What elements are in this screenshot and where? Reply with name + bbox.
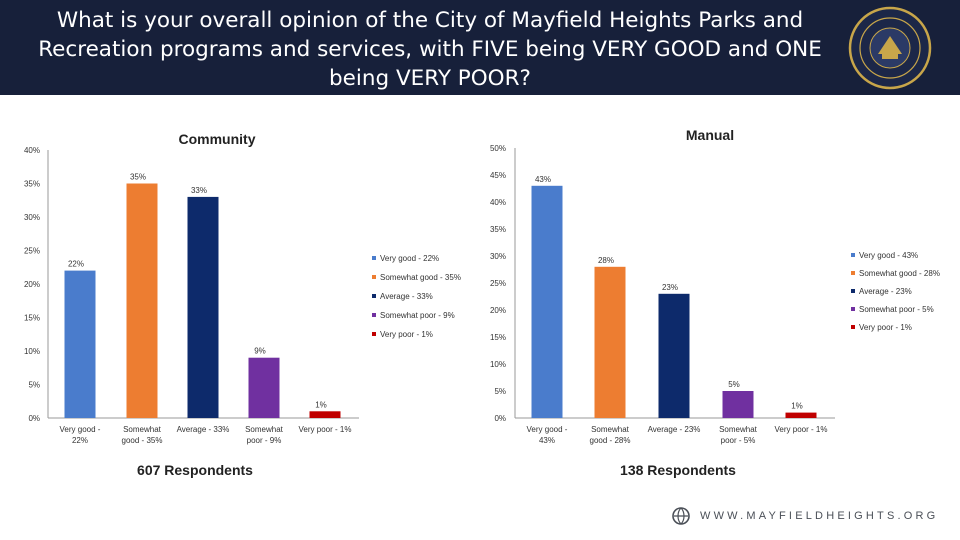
category-label: Very poor - 1%: [299, 425, 352, 434]
bar: [722, 391, 754, 418]
legend-entry: Very good - 43%: [859, 251, 918, 260]
legend-entry: Somewhat good - 35%: [380, 273, 461, 282]
legend-entry: Average - 23%: [859, 287, 912, 296]
header-bar: What is your overall opinion of the City…: [0, 0, 960, 95]
data-label: 22%: [68, 260, 84, 269]
legend-entry: Average - 33%: [380, 292, 433, 301]
category-label: Very poor - 1%: [775, 425, 828, 434]
y-tick-label: 20%: [24, 280, 40, 289]
y-tick-label: 35%: [490, 225, 506, 234]
data-label: 5%: [728, 380, 740, 389]
legend-swatch: [851, 325, 855, 329]
chart-title: Manual: [686, 127, 734, 143]
category-label: Average - 23%: [648, 425, 701, 434]
y-tick-label: 0%: [28, 414, 40, 423]
y-tick-label: 20%: [490, 306, 506, 315]
legend-swatch: [372, 313, 376, 317]
legend-entry: Somewhat poor - 5%: [859, 305, 934, 314]
bar: [594, 266, 626, 418]
page-title: What is your overall opinion of the City…: [38, 8, 822, 91]
y-tick-label: 30%: [24, 213, 40, 222]
y-tick-label: 0%: [494, 414, 506, 423]
bar: [785, 412, 817, 418]
chart-title: Community: [179, 131, 256, 147]
bar: [187, 196, 219, 418]
y-tick-label: 25%: [490, 279, 506, 288]
category-label: Very good -22%: [60, 425, 101, 445]
data-label: 1%: [791, 402, 803, 411]
website-url: WWW.MAYFIELDHEIGHTS.ORG: [700, 510, 939, 522]
y-tick-label: 40%: [24, 146, 40, 155]
y-tick-label: 30%: [490, 252, 506, 261]
respondents-label: 138 Respondents: [620, 462, 736, 478]
respondents-label: 607 Respondents: [137, 462, 253, 478]
legend-swatch: [372, 332, 376, 336]
y-tick-label: 45%: [490, 171, 506, 180]
city-seal-icon: [848, 6, 932, 90]
legend-swatch: [372, 294, 376, 298]
y-tick-label: 5%: [28, 381, 40, 390]
bar: [658, 293, 690, 418]
legend-swatch: [372, 256, 376, 260]
slide-canvas: [0, 95, 960, 540]
bar: [126, 183, 158, 418]
y-tick-label: 15%: [490, 333, 506, 342]
legend-swatch: [851, 307, 855, 311]
y-tick-label: 40%: [490, 198, 506, 207]
y-tick-label: 15%: [24, 314, 40, 323]
legend-entry: Very poor - 1%: [380, 330, 433, 339]
y-tick-label: 5%: [494, 387, 506, 396]
category-label: Somewhat poor - 5%: [719, 425, 758, 445]
legend-swatch: [372, 275, 376, 279]
category-label: Somewhat poor - 9%: [245, 425, 284, 445]
data-label: 9%: [254, 347, 266, 356]
bar: [248, 357, 280, 418]
legend-swatch: [851, 271, 855, 275]
data-label: 33%: [191, 186, 207, 195]
y-tick-label: 50%: [490, 144, 506, 153]
y-tick-label: 10%: [24, 347, 40, 356]
data-label: 43%: [535, 175, 551, 184]
y-tick-label: 35%: [24, 180, 40, 189]
data-label: 35%: [130, 173, 146, 182]
legend-swatch: [851, 253, 855, 257]
data-label: 1%: [315, 400, 327, 409]
category-label: Somewhat good - 28%: [590, 425, 631, 445]
category-label: Very good -43%: [527, 425, 568, 445]
bar: [309, 411, 341, 418]
category-label: Average - 33%: [177, 425, 230, 434]
legend-entry: Somewhat good - 28%: [859, 269, 940, 278]
bar: [531, 185, 563, 418]
y-tick-label: 10%: [490, 360, 506, 369]
data-label: 28%: [598, 256, 614, 265]
category-label: Somewhat good - 35%: [122, 425, 163, 445]
globe-icon: [672, 507, 690, 525]
legend-entry: Very poor - 1%: [859, 323, 912, 332]
data-label: 23%: [662, 283, 678, 292]
legend-swatch: [851, 289, 855, 293]
y-tick-label: 25%: [24, 247, 40, 256]
legend-entry: Very good - 22%: [380, 254, 439, 263]
legend-entry: Somewhat poor - 9%: [380, 311, 455, 320]
bar: [64, 270, 96, 418]
